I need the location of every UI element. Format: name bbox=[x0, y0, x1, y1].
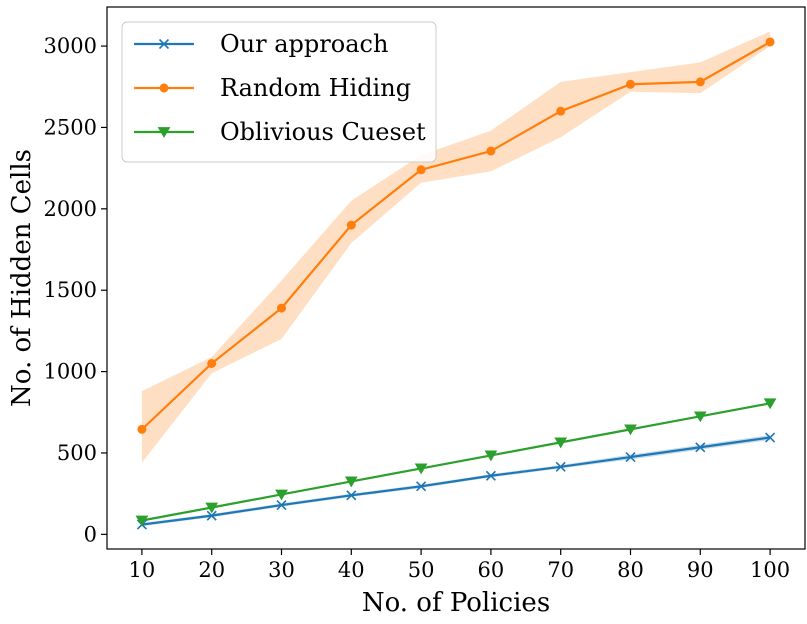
our-approach-point bbox=[555, 461, 566, 472]
random-hiding-point bbox=[137, 424, 147, 434]
y-tick-label: 2500 bbox=[44, 115, 97, 139]
legend-random-hiding-label: Random Hiding bbox=[220, 74, 411, 102]
our-approach-point-stroke-b bbox=[276, 499, 287, 511]
our-approach-point bbox=[346, 490, 357, 501]
random-hiding-point bbox=[695, 77, 705, 87]
our-approach-point bbox=[206, 510, 217, 521]
our-approach-point-stroke-b bbox=[206, 510, 217, 521]
y-tick-label: 500 bbox=[57, 441, 97, 465]
x-tick-label: 50 bbox=[408, 558, 435, 582]
oblivious-cueset-point bbox=[135, 515, 149, 527]
random-hiding-band bbox=[141, 31, 771, 463]
oblivious-cueset-point bbox=[763, 398, 777, 410]
oblivious-cueset-point bbox=[624, 424, 637, 436]
legend-random-hiding-marker bbox=[159, 83, 169, 93]
our-approach-point bbox=[276, 499, 287, 511]
our-approach-point-stroke-b bbox=[416, 481, 427, 492]
random-hiding-point bbox=[207, 358, 217, 368]
random-hiding-point bbox=[765, 37, 775, 47]
random-hiding-point bbox=[486, 146, 496, 156]
y-tick-label: 0 bbox=[84, 522, 97, 546]
oblivious-cueset-point bbox=[693, 411, 707, 423]
x-tick-label: 10 bbox=[129, 558, 156, 582]
plot-frame bbox=[106, 6, 806, 550]
random-hiding-line bbox=[141, 41, 771, 431]
our-approach-point-stroke-b bbox=[625, 451, 636, 463]
our-approach-point bbox=[625, 451, 636, 463]
x-tick-label: 30 bbox=[268, 558, 295, 582]
our-approach-point bbox=[416, 481, 427, 492]
series-lines bbox=[141, 41, 771, 526]
our-approach-point-stroke-b bbox=[695, 442, 706, 453]
random-hiding-point bbox=[346, 220, 356, 230]
our-approach-point-stroke-b bbox=[555, 461, 566, 472]
series-markers bbox=[135, 37, 777, 530]
legend-our-approach-label: Our approach bbox=[220, 30, 388, 58]
random-hiding-point bbox=[626, 79, 635, 89]
oblivious-cueset-point bbox=[414, 463, 428, 475]
legend-oblivious-cueset-label: Oblivious Cueset bbox=[220, 118, 426, 146]
y-axis-title: No. of Hidden Cells bbox=[7, 149, 37, 407]
our-approach-point bbox=[485, 470, 496, 481]
y-tick-label: 1500 bbox=[44, 278, 97, 302]
oblivious-cueset-point bbox=[344, 476, 358, 488]
random-hiding-point bbox=[556, 106, 566, 116]
legend-box bbox=[121, 21, 437, 163]
x-axis-title: No. of Policies bbox=[362, 588, 550, 618]
oblivious-cueset-point bbox=[554, 437, 568, 449]
x-tick-label: 20 bbox=[198, 558, 225, 582]
y-tick-label: 2000 bbox=[44, 197, 97, 221]
x-tick-label: 80 bbox=[617, 558, 644, 582]
our-approach-point bbox=[695, 442, 706, 453]
legend-our-approach-marker-stroke-b bbox=[158, 38, 170, 50]
x-tick-label: 90 bbox=[687, 558, 714, 582]
y-tick-label: 1000 bbox=[44, 360, 97, 384]
random-hiding-point bbox=[277, 303, 286, 313]
x-tick-label: 40 bbox=[338, 558, 365, 582]
oblivious-cueset-point bbox=[205, 502, 219, 514]
our-approach-point-stroke-b bbox=[765, 432, 776, 443]
legend-oblivious-cueset-marker bbox=[157, 127, 171, 138]
y-tick-label: 3000 bbox=[44, 34, 97, 58]
legend-our-approach-marker bbox=[158, 38, 170, 50]
x-tick-label: 60 bbox=[478, 558, 505, 582]
our-approach-point bbox=[765, 432, 776, 443]
oblivious-cueset-line bbox=[141, 402, 771, 522]
our-approach-point-stroke-b bbox=[346, 490, 357, 501]
x-tick-label: 100 bbox=[750, 558, 790, 582]
our-approach-point-stroke-b bbox=[485, 470, 496, 481]
legend: Our approach Random Hiding Oblivious Cuese… bbox=[121, 21, 437, 163]
oblivious-cueset-point bbox=[484, 450, 498, 462]
oblivious-cueset-point bbox=[275, 489, 288, 501]
random-hiding-point bbox=[416, 165, 426, 175]
x-axis-ticks: 10 20 30 40 50 60 70 80 90 100 bbox=[129, 549, 790, 582]
y-axis-ticks: 0 500 1000 1500 2000 2500 3000 bbox=[44, 34, 107, 546]
x-tick-label: 70 bbox=[547, 558, 574, 582]
our-approach-line bbox=[141, 436, 771, 526]
